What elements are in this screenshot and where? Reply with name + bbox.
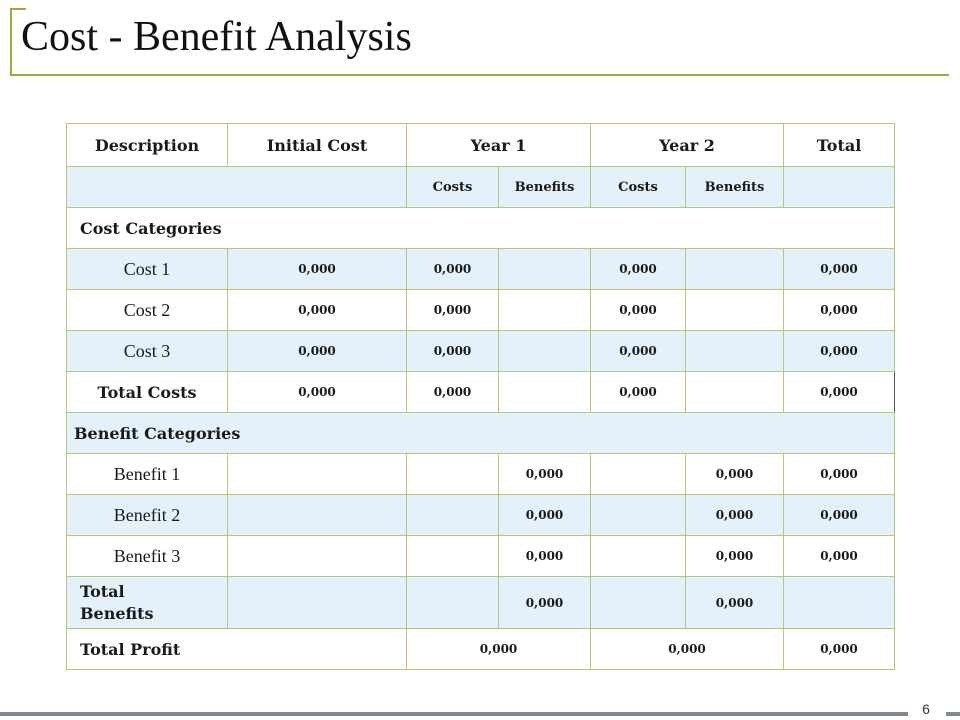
cell-y2-benefits — [685, 289, 784, 331]
cell-y2-costs: 0,000 — [590, 330, 686, 372]
row-label: Cost 2 — [66, 289, 228, 331]
table-row: Cost 3 0,000 0,000 0,000 0,000 — [66, 330, 895, 372]
total-costs-row: Total Costs 0,000 0,000 0,000 0,000 — [66, 371, 895, 413]
table-row: Cost 2 0,000 0,000 0,000 0,000 — [66, 289, 895, 331]
cell-y1-costs: 0,000 — [406, 248, 499, 290]
benefit-categories-label: Benefit Categories — [66, 412, 895, 454]
cell-total: 0,000 — [783, 371, 895, 413]
cell-total: 0,000 — [783, 289, 895, 331]
cell-y1-benefits: 0,000 — [498, 535, 591, 577]
cell-y2-costs — [590, 494, 686, 536]
cost-categories-label: Cost Categories — [66, 207, 895, 249]
total-benefits-label-line1: Total — [80, 581, 125, 601]
cell-y2-costs: 0,000 — [590, 371, 686, 413]
subheader-y1-costs: Costs — [406, 166, 499, 208]
row-label: Cost 1 — [66, 248, 228, 290]
header-year-1: Year 1 — [406, 123, 591, 167]
page-number: 6 — [922, 701, 930, 717]
cost-benefit-table: Description Initial Cost Year 1 Year 2 T… — [66, 123, 895, 670]
cell-total: 0,000 — [783, 248, 895, 290]
table-row: Benefit 1 0,000 0,000 0,000 — [66, 453, 895, 495]
footer-divider-right — [946, 712, 960, 716]
cell-y2-costs — [590, 535, 686, 577]
cell-y1-benefits — [498, 248, 591, 290]
cell-y2-benefits: 0,000 — [685, 535, 784, 577]
cell-y1-costs: 0,000 — [406, 330, 499, 372]
cell-y1-costs — [406, 494, 499, 536]
table-row: Benefit 2 0,000 0,000 0,000 — [66, 494, 895, 536]
cell-y2-benefits: 0,000 — [685, 576, 784, 629]
cell-y2-benefits — [685, 248, 784, 290]
total-profit-year-2: 0,000 — [590, 628, 784, 670]
subheader-y2-benefits: Benefits — [685, 166, 784, 208]
cell-total: 0,000 — [783, 535, 895, 577]
cell-y1-costs — [406, 453, 499, 495]
title-frame — [10, 8, 956, 76]
cell-initial — [227, 535, 407, 577]
cell-y2-costs — [590, 453, 686, 495]
cell-y2-costs — [590, 576, 686, 629]
row-label: Benefit 2 — [66, 494, 228, 536]
cell-initial: 0,000 — [227, 248, 407, 290]
total-benefits-label: Total Benefits — [66, 576, 228, 629]
benefit-categories-row: Benefit Categories — [66, 412, 895, 454]
cell-y1-benefits — [498, 289, 591, 331]
subheader-row: Costs Benefits Costs Benefits — [66, 166, 895, 208]
page-title: Cost - Benefit Analysis — [21, 14, 412, 60]
cell-y1-costs: 0,000 — [406, 289, 499, 331]
total-costs-label: Total Costs — [66, 371, 228, 413]
cell-y1-benefits — [498, 371, 591, 413]
total-profit-row: Total Profit 0,000 0,000 0,000 — [66, 628, 895, 670]
cell-initial: 0,000 — [227, 371, 407, 413]
cell-y1-benefits: 0,000 — [498, 494, 591, 536]
header-row: Description Initial Cost Year 1 Year 2 T… — [66, 123, 895, 167]
row-label: Benefit 3 — [66, 535, 228, 577]
cost-categories-row: Cost Categories — [66, 207, 895, 249]
table-row: Cost 1 0,000 0,000 0,000 0,000 — [66, 248, 895, 290]
cell-initial: 0,000 — [227, 330, 407, 372]
cell-y1-benefits: 0,000 — [498, 576, 591, 629]
total-benefits-label-line2: Benefits — [80, 603, 154, 623]
total-profit-total: 0,000 — [783, 628, 895, 670]
cell-total: 0,000 — [783, 494, 895, 536]
total-benefits-row: Total Benefits 0,000 0,000 — [66, 576, 895, 629]
header-total: Total — [783, 123, 895, 167]
cell-y1-benefits — [498, 330, 591, 372]
cell-total — [783, 576, 895, 629]
cell-y2-benefits — [685, 330, 784, 372]
header-year-2: Year 2 — [590, 123, 784, 167]
cell-y1-costs — [406, 576, 499, 629]
cell-y1-costs: 0,000 — [406, 371, 499, 413]
cell-initial — [227, 453, 407, 495]
cell-y2-benefits: 0,000 — [685, 494, 784, 536]
cell-y2-costs: 0,000 — [590, 248, 686, 290]
cell-y2-benefits: 0,000 — [685, 453, 784, 495]
cell-total: 0,000 — [783, 330, 895, 372]
total-profit-label: Total Profit — [66, 628, 407, 670]
row-label: Benefit 1 — [66, 453, 228, 495]
subheader-total-empty — [783, 166, 895, 208]
cell-y2-costs: 0,000 — [590, 289, 686, 331]
table-row: Benefit 3 0,000 0,000 0,000 — [66, 535, 895, 577]
subheader-empty — [66, 166, 407, 208]
cell-y1-benefits: 0,000 — [498, 453, 591, 495]
header-description: Description — [66, 123, 228, 167]
cell-y2-benefits — [685, 371, 784, 413]
cell-initial — [227, 494, 407, 536]
row-label: Cost 3 — [66, 330, 228, 372]
footer-divider — [0, 712, 908, 716]
subheader-y2-costs: Costs — [590, 166, 686, 208]
header-initial-cost: Initial Cost — [227, 123, 407, 167]
cell-initial — [227, 576, 407, 629]
cell-initial: 0,000 — [227, 289, 407, 331]
subheader-y1-benefits: Benefits — [498, 166, 591, 208]
cell-y1-costs — [406, 535, 499, 577]
total-profit-year-1: 0,000 — [406, 628, 591, 670]
cell-total: 0,000 — [783, 453, 895, 495]
